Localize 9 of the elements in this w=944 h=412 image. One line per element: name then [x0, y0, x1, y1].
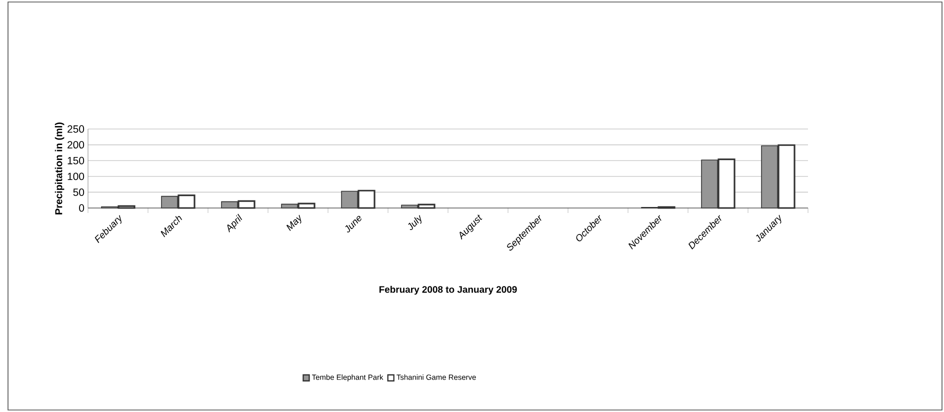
y-tick-label: 0	[79, 204, 84, 212]
y-tick-label: 150	[68, 156, 84, 164]
x-axis-title: February 2008 to January 2009	[379, 286, 517, 295]
x-tick-label: July	[408, 214, 422, 230]
y-axis-title: Precipitation in (ml)	[54, 122, 64, 214]
y-tick-label: 250	[68, 125, 84, 133]
y-tick-label: 200	[68, 141, 84, 149]
y-tick-label: 100	[68, 172, 84, 180]
y-tick-label: 50	[73, 188, 84, 196]
